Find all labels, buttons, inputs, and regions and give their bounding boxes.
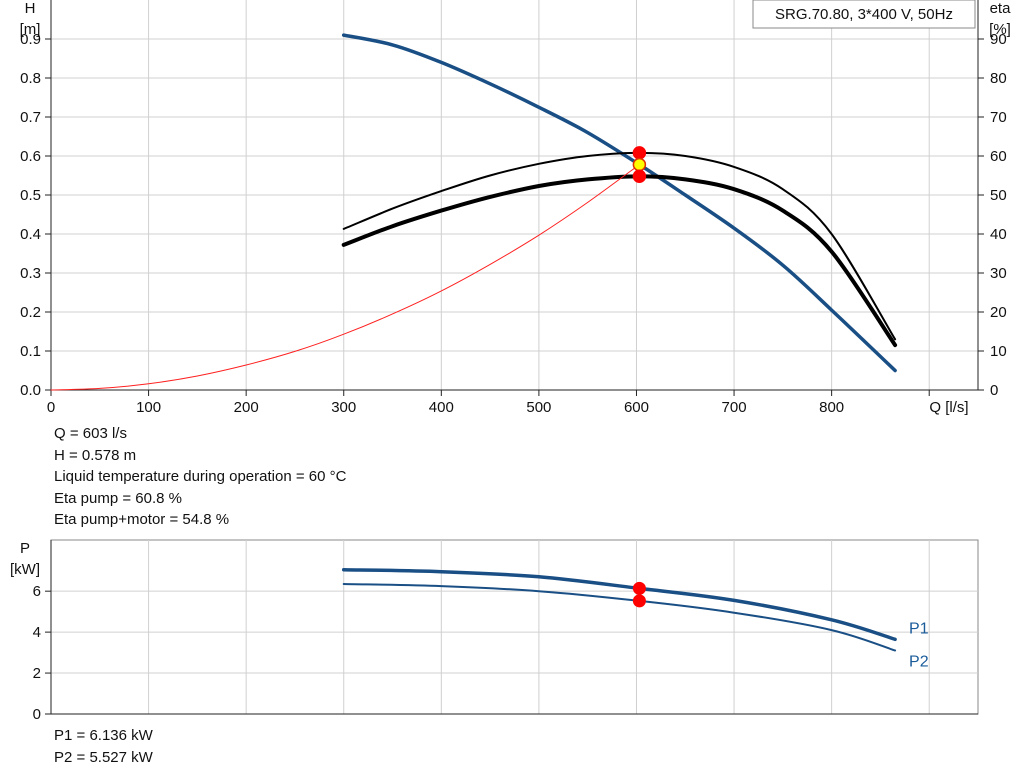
y-left-axis-unit: [m] <box>20 21 41 38</box>
y-left-tick-label: 0.7 <box>20 109 41 126</box>
y-right-tick-label: 20 <box>990 304 1007 321</box>
eta-pump-motor-curve <box>341 174 898 348</box>
power-y-axis-unit: [kW] <box>10 561 40 578</box>
x-tick-label: 300 <box>331 399 356 416</box>
y-left-tick-label: 0.1 <box>20 343 41 360</box>
y-left-tick-label: 0.9 <box>20 31 41 48</box>
op-point-eta-pump-motor <box>632 169 647 184</box>
y-left-tick-label: 0.0 <box>20 382 41 399</box>
x-tick-label: 0 <box>47 399 55 416</box>
eta-pump-curve <box>342 151 897 341</box>
x-tick-label: 500 <box>526 399 551 416</box>
x-tick-label: 400 <box>429 399 454 416</box>
x-tick-label: 800 <box>819 399 844 416</box>
power-chart-frame <box>50 539 979 715</box>
info-h: H = 0.578 m <box>54 446 137 464</box>
y-left-tick-label: 0.8 <box>20 70 41 87</box>
x-tick-label: 600 <box>624 399 649 416</box>
y-left-tick-label: 0.3 <box>20 265 41 282</box>
y-right-tick-label: 70 <box>990 109 1007 126</box>
x-tick-label: 700 <box>722 399 747 416</box>
y-left-axis-label: H <box>25 0 36 17</box>
head-curve <box>341 33 897 373</box>
p2-curve <box>342 583 897 652</box>
op-point-p1 <box>632 581 646 595</box>
y-right-axis-label: eta <box>990 0 1012 17</box>
op-point-eta-pump <box>632 146 647 160</box>
y-left-tick-label: 0.4 <box>20 226 41 243</box>
y-right-tick-label: 30 <box>990 265 1007 282</box>
legend-p1: P1 <box>909 620 929 637</box>
x-tick-label: 100 <box>136 399 161 416</box>
power-info: P1 = 6.136 kW P2 = 5.527 kW <box>54 725 153 768</box>
title-box <box>752 0 976 29</box>
power-y-axis-label: P <box>20 540 30 557</box>
info-p1: P1 = 6.136 kW <box>54 727 153 744</box>
y-left-tick-label: 0.2 <box>20 304 41 321</box>
y-right-tick-label: 40 <box>990 226 1007 243</box>
y-right-tick-label: 90 <box>990 31 1007 48</box>
x-axis-label: Q [l/s] <box>929 399 968 416</box>
x-tick-label: 200 <box>234 399 259 416</box>
y-left-tick-label: 0.6 <box>20 148 41 165</box>
info-eta-pump-motor: Eta pump+motor = 54.8 % <box>54 511 230 528</box>
system-curve <box>50 164 640 391</box>
y-right-tick-label: 80 <box>990 70 1007 87</box>
info-eta-pump: Eta pump = 60.8 % <box>54 489 182 507</box>
power-y-tick-label: 6 <box>33 583 41 600</box>
legend-p2: P2 <box>909 654 929 671</box>
op-point-head <box>632 157 647 172</box>
power-y-tick-label: 4 <box>33 624 41 641</box>
y-right-tick-label: 10 <box>990 343 1007 360</box>
y-right-tick-label: 50 <box>990 187 1007 204</box>
power-y-tick-label: 2 <box>33 665 41 682</box>
info-q: Q = 603 l/s <box>54 425 127 442</box>
operating-point-info: Q = 603 l/s H = 0.578 m Liquid temperatu… <box>54 423 346 531</box>
op-point-p2 <box>632 594 646 608</box>
power-y-tick-label: 0 <box>33 706 41 723</box>
y-right-axis-unit: [%] <box>989 21 1011 38</box>
p1-curve <box>341 567 897 642</box>
y-left-tick-label: 0.5 <box>20 187 41 204</box>
info-liquid-temperature: Liquid temperature during operation = 60… <box>54 468 347 485</box>
info-p2: P2 = 5.527 kW <box>54 748 153 766</box>
chart-title: SRG.70.80, 3*400 V, 50Hz <box>775 6 953 23</box>
y-right-tick-label: 60 <box>990 148 1007 165</box>
y-right-tick-label: 0 <box>990 382 998 399</box>
